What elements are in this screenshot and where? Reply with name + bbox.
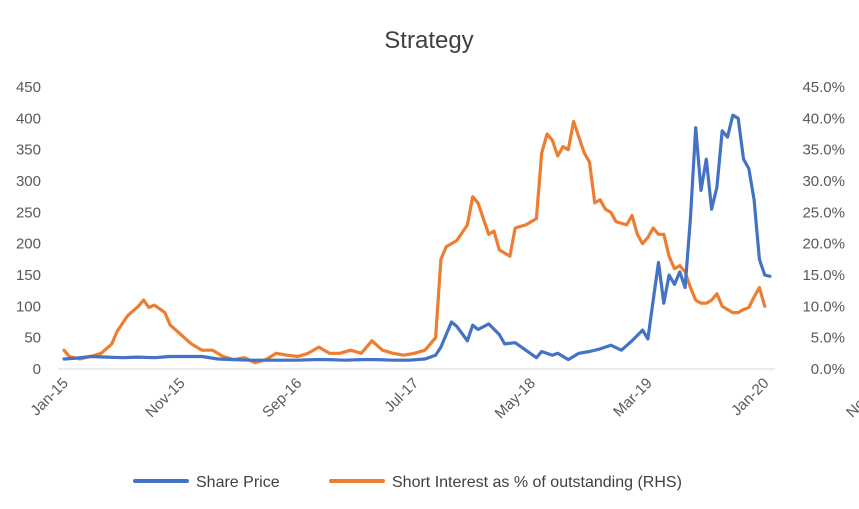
left-tick-label: 350	[16, 142, 41, 159]
right-tick-label: 30.0%	[802, 173, 845, 190]
right-tick-label: 15.0%	[802, 267, 845, 284]
right-axis: 0.0% 5.0% 10.0% 15.0% 20.0% 25.0% 30.0% 35.0% 40…	[802, 79, 845, 378]
legend-label-share-price: Share Price	[196, 474, 280, 491]
left-tick-label: 100	[16, 298, 41, 315]
right-tick-label: 5.0%	[811, 330, 845, 347]
right-tick-label: 35.0%	[802, 142, 845, 159]
left-tick-label: 200	[16, 236, 41, 253]
left-tick-label: 300	[16, 173, 41, 190]
left-tick-label: 450	[16, 79, 41, 96]
left-tick-label: 50	[24, 330, 41, 347]
right-tick-label: 20.0%	[802, 236, 845, 253]
share-price-line	[62, 113, 772, 362]
right-tick-label: 10.0%	[802, 298, 845, 315]
left-tick-label: 250	[16, 204, 41, 221]
right-tick-label: 0.0%	[811, 361, 845, 378]
chart-title: Strategy	[384, 27, 473, 54]
left-tick-label: 0	[33, 361, 41, 378]
legend: Share Price Short Interest as % of outst…	[133, 474, 682, 491]
left-tick-label: 150	[16, 267, 41, 284]
right-tick-label: 25.0%	[802, 204, 845, 221]
short-interest-line	[62, 119, 767, 365]
series-layer	[62, 113, 772, 365]
right-tick-label: 40.0%	[802, 110, 845, 127]
right-tick-label: 45.0%	[802, 79, 845, 96]
left-tick-label: 400	[16, 110, 41, 127]
left-axis: 0 50 100 150 200 250 300 350 400 450	[16, 79, 41, 378]
legend-label-short-interest: Short Interest as % of outstanding (RHS)	[392, 474, 682, 491]
